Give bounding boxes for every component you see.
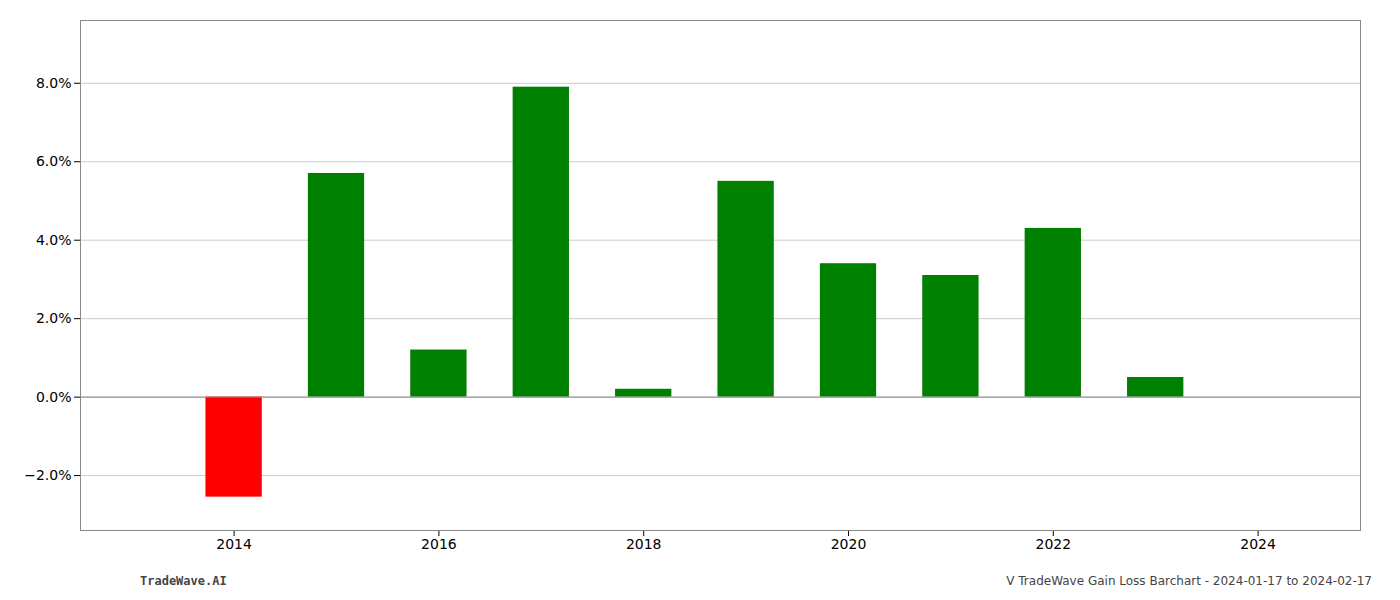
svg-text:2.0%: 2.0%	[36, 310, 72, 326]
svg-text:2018: 2018	[626, 536, 662, 552]
html-text:TradeWave.AI: TradeWave.AI	[140, 574, 227, 588]
svg-text:2016: 2016	[421, 536, 457, 552]
svg-text:2014: 2014	[216, 536, 252, 552]
svg-text:4.0%: 4.0%	[36, 232, 72, 248]
svg-text:−2.0%: −2.0%	[24, 467, 71, 483]
svg-text:2020: 2020	[831, 536, 867, 552]
svg-text:2022: 2022	[1035, 536, 1071, 552]
svg-text:0.0%: 0.0%	[36, 389, 72, 405]
svg-text:2024: 2024	[1240, 536, 1276, 552]
svg-text:6.0%: 6.0%	[36, 153, 72, 169]
html-text:V TradeWave Gain Loss Barchart: V TradeWave Gain Loss Barchart - 2024-01…	[1006, 574, 1372, 588]
svg-text:8.0%: 8.0%	[36, 75, 72, 91]
